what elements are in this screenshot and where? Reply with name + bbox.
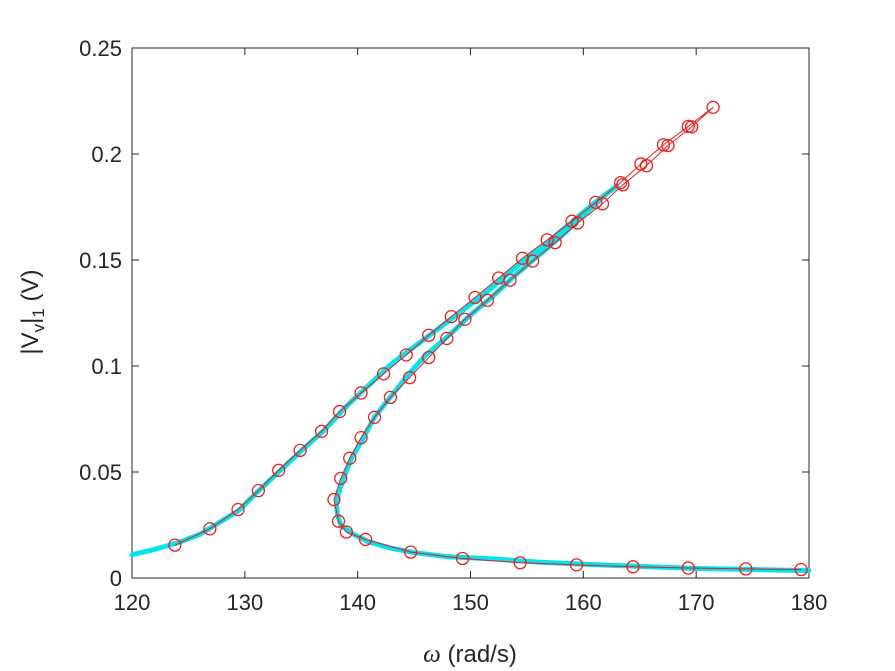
series-point-marker <box>376 367 391 381</box>
x-tick-label: 130 <box>226 590 263 615</box>
y-tick-label: 0.1 <box>91 354 122 379</box>
x-tick-label: 180 <box>791 590 828 615</box>
y-axis-label-main: V <box>17 332 44 348</box>
series-point-marker <box>706 100 720 115</box>
series-point-marker <box>794 562 808 577</box>
series-point-marker <box>367 410 382 424</box>
series-point-marker <box>613 175 628 190</box>
x-axis-ticks: 120 130 140 150 160 170 180 <box>114 48 828 615</box>
series-point-marker <box>402 371 417 385</box>
series-point-marker <box>422 350 436 365</box>
x-tick-label: 140 <box>339 590 376 615</box>
x-tick-label: 160 <box>565 590 602 615</box>
series-point-marker <box>569 558 584 572</box>
series-point-marker <box>354 431 368 445</box>
series-point-marker <box>399 348 413 362</box>
series-point-marker <box>334 471 348 486</box>
series-point-marker <box>327 492 341 507</box>
y-axis-label: |Vv|1 (V) <box>17 269 48 354</box>
series-point-marker <box>685 120 699 134</box>
series-point-marker <box>251 484 266 498</box>
series-point-marker <box>444 309 458 324</box>
series-point-marker <box>440 331 454 346</box>
series-point-marker <box>616 178 630 192</box>
series-point-marker <box>339 525 354 539</box>
y-tick-label: 0 <box>110 566 122 591</box>
y-axis-label-sub2: 1 <box>29 308 48 317</box>
series-point-marker <box>455 551 470 566</box>
series-point-marker <box>548 235 562 250</box>
series-point-marker <box>681 561 695 575</box>
series-point-marker <box>661 138 675 153</box>
series-point-marker <box>293 443 307 458</box>
series-point-marker <box>626 560 640 574</box>
series-point-marker <box>656 138 671 152</box>
series-point-marker <box>404 545 418 559</box>
series-point-marker <box>231 502 245 517</box>
series-point-marker <box>480 293 495 307</box>
series-point-marker <box>540 233 554 247</box>
x-axis-label-unit: (rad/s) <box>441 641 517 668</box>
series-point-marker <box>314 424 329 438</box>
series-point-marker <box>203 522 217 536</box>
series-point-marker <box>458 312 472 327</box>
series-point-marker <box>422 328 436 342</box>
series-point-marker <box>332 404 347 419</box>
series-point-marker <box>468 290 482 305</box>
series-point-marker <box>639 159 654 173</box>
y-tick-label: 0.05 <box>79 460 122 485</box>
series-point-marker <box>503 273 517 287</box>
y-axis-label-sub1: v <box>29 323 48 332</box>
series-point-marker <box>272 463 286 477</box>
series-point-marker <box>571 216 585 230</box>
x-tick-label: 150 <box>452 590 489 615</box>
x-axis-label-symbol: ω <box>423 641 441 668</box>
y-axis-ticks: 0 0.05 0.1 0.15 0.2 0.25 <box>79 36 809 591</box>
x-axis-label: ω (rad/s) <box>423 641 517 668</box>
y-axis-label-unit: (V) <box>17 269 44 308</box>
y-axis-label-bar-right: | <box>17 318 44 324</box>
series-point-marker <box>331 514 346 528</box>
series-point-marker <box>168 538 182 552</box>
series-point-marker <box>383 390 398 405</box>
series-point-marker <box>525 254 540 268</box>
series-point-marker <box>515 251 530 265</box>
y-tick-label: 0.2 <box>91 142 122 167</box>
series-line-thin <box>174 106 802 571</box>
x-tick-label: 170 <box>678 590 715 615</box>
series-point-marker <box>354 386 368 400</box>
series-point-marker <box>634 157 648 171</box>
y-tick-label: 0.15 <box>79 248 122 273</box>
x-tick-label: 120 <box>114 590 151 615</box>
y-tick-label: 0.25 <box>79 36 122 61</box>
series-layer <box>129 100 812 577</box>
series-point-marker <box>595 197 610 211</box>
y-axis-label-bar-left: | <box>17 348 44 354</box>
series-point-marker <box>513 556 527 570</box>
series-point-marker <box>739 562 753 576</box>
series-point-marker <box>358 532 373 547</box>
series-point-marker <box>343 451 357 465</box>
series-point-marker <box>589 195 603 209</box>
series-point-marker <box>565 214 579 228</box>
